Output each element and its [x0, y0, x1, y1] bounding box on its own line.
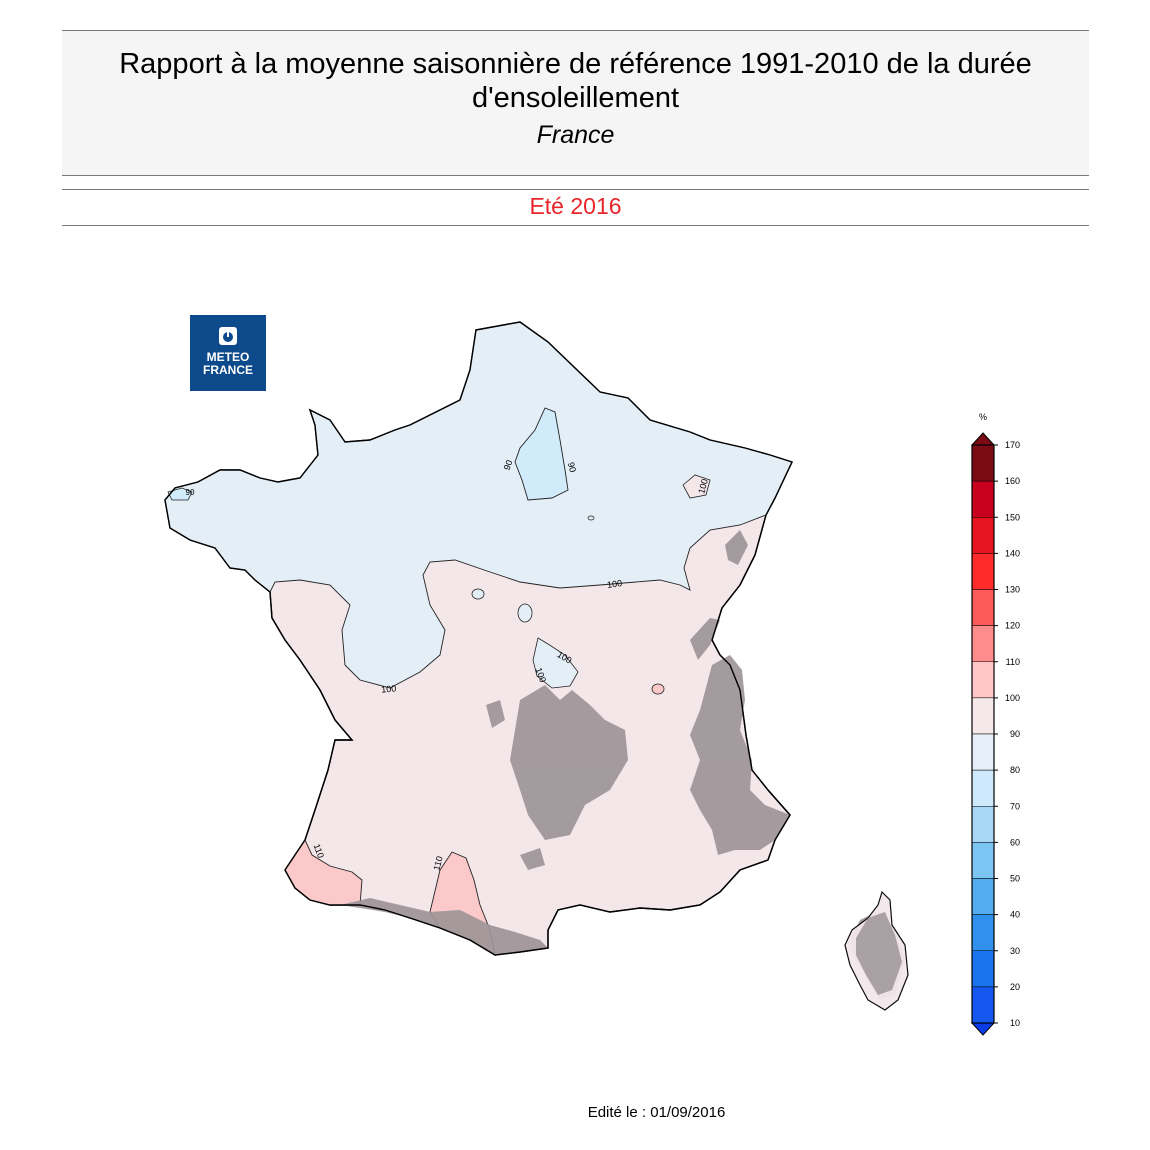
- legend-tick-label: 70: [1010, 801, 1020, 811]
- pocket-champagne: [587, 515, 595, 521]
- legend-tick-label: 30: [1010, 946, 1020, 956]
- zone-above-100-ne: [682, 474, 711, 499]
- color-legend: % 170 160 150 140 130 120 110 100 90 80 70 60 50 40 30 2…: [970, 412, 1020, 1036]
- contour-label-100-main: 100: [606, 578, 622, 590]
- legend-swatch: [971, 444, 995, 482]
- contour-label-110-pyrenees: 110: [431, 855, 444, 871]
- legend-swatch: [971, 553, 995, 590]
- legend-tick-label: 150: [1005, 512, 1020, 522]
- legend-bottom-arrow: [970, 1022, 996, 1036]
- relief-cevennes: [520, 848, 545, 870]
- logo-line2: FRANCE: [203, 363, 253, 377]
- pocket-center-small: [517, 603, 533, 623]
- zone-below-90: [514, 407, 569, 501]
- pocket-west-small: [471, 588, 485, 600]
- footer: Edité le : 01/09/2016: [0, 1104, 1150, 1121]
- legend-tick-label: 80: [1010, 765, 1020, 775]
- contour-label-90-b: 90: [566, 461, 578, 473]
- logo-line1: METEO: [206, 350, 250, 364]
- zone-below-100-center: [532, 637, 579, 689]
- legend-swatch: [971, 769, 995, 807]
- legend-swatch: [971, 589, 995, 626]
- contour-label-100-ne: 100: [696, 478, 710, 495]
- legend-tick-label: 100: [1005, 693, 1020, 703]
- contour-label-100-center-b: 100: [534, 666, 549, 684]
- contour-label-90-brittany: 90: [186, 488, 195, 497]
- legend-swatch: [971, 661, 995, 699]
- legend-swatch: [971, 842, 995, 879]
- legend-swatch: [971, 733, 995, 771]
- season-band: Eté 2016: [62, 189, 1089, 226]
- legend-swatch: [971, 625, 995, 662]
- legend-tick-label: 50: [1010, 874, 1020, 884]
- season-label: Eté 2016: [529, 193, 622, 219]
- header-panel: Rapport à la moyenne saisonnière de réfé…: [62, 30, 1089, 176]
- france-outline: [164, 321, 793, 956]
- legend-swatch: [971, 697, 995, 735]
- region-subtitle: France: [536, 121, 615, 149]
- logo-text: METEO FRANCE: [190, 351, 266, 377]
- meteo-france-logo-icon: [219, 327, 237, 345]
- legend-top-arrow: [970, 432, 996, 446]
- legend-tick-label: 120: [1005, 621, 1020, 631]
- relief-vosges: [725, 530, 748, 565]
- pocket-lyon: [651, 683, 665, 695]
- legend-tick-label: 130: [1005, 585, 1020, 595]
- legend-swatch: [971, 986, 995, 1024]
- contour-label-100-west: 100: [381, 683, 397, 694]
- legend-swatch: [971, 480, 995, 518]
- legend-tick-label: 40: [1010, 910, 1020, 920]
- legend-tick-label: 110: [1006, 657, 1020, 667]
- legend-swatch: [971, 517, 995, 554]
- corsica-relief: [856, 912, 902, 995]
- relief-morvan: [486, 700, 505, 728]
- zone-below-90-brittany: [167, 487, 193, 501]
- legend-tick-label: 160: [1005, 476, 1020, 486]
- relief-alps: [690, 655, 790, 855]
- legend-tick-label: 170: [1005, 440, 1020, 450]
- legend-swatch: [971, 878, 995, 915]
- meteo-france-logo: METEO FRANCE: [190, 315, 266, 391]
- contour-label-90-a: 90: [502, 459, 515, 472]
- contour-label-110-landes: 110: [312, 843, 326, 860]
- legend-tick-label: 20: [1010, 982, 1020, 992]
- legend-unit: %: [979, 412, 987, 422]
- legend-tick-label: 90: [1010, 729, 1020, 739]
- relief-jura: [690, 618, 720, 660]
- legend-tick-label: 10: [1010, 1018, 1020, 1028]
- legend-swatch: [971, 950, 995, 988]
- legend-tick-label: 60: [1010, 837, 1020, 847]
- page-title: Rapport à la moyenne saisonnière de réfé…: [119, 48, 1032, 114]
- legend-swatch: [971, 914, 995, 951]
- legend-swatch: [971, 806, 995, 843]
- legend-tick-label: 140: [1005, 548, 1020, 558]
- relief-massif-central: [510, 685, 628, 840]
- edit-date: Edité le : 01/09/2016: [587, 1104, 726, 1121]
